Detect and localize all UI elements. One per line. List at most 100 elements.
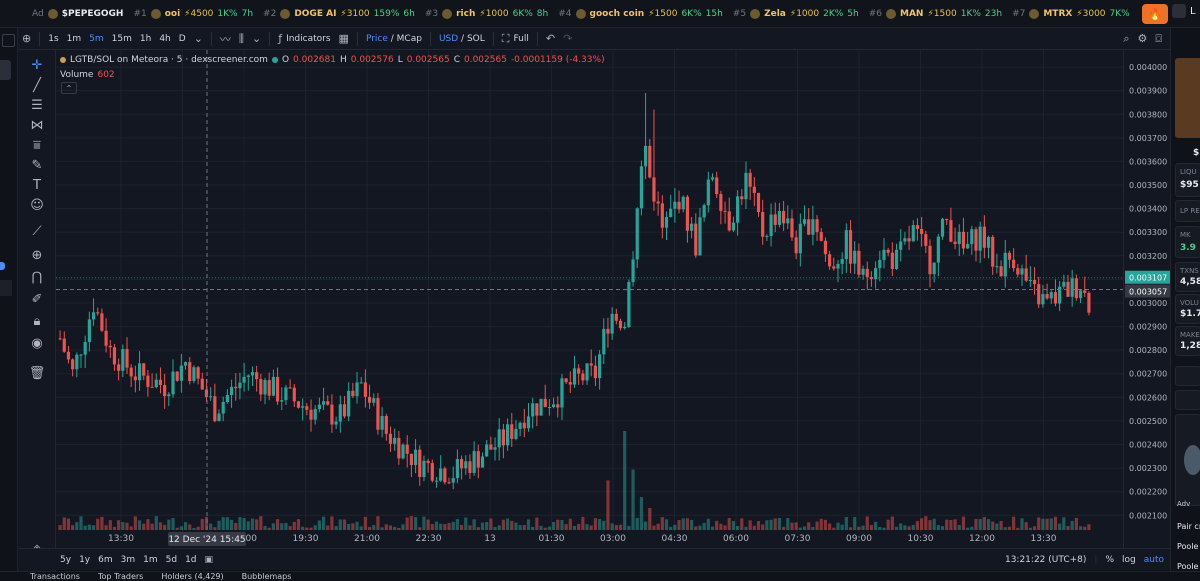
token-logo-icon (750, 9, 761, 19)
tab-top[interactable]: Top Traders (97, 572, 144, 581)
text-icon[interactable]: T (33, 177, 41, 193)
lock-icon[interactable]: 🔒︎ (33, 313, 41, 329)
collapse-legend-button[interactable]: ⌃ (61, 82, 77, 94)
percent-toggle[interactable]: % (1105, 554, 1114, 565)
volume-bar (334, 526, 338, 530)
range-3m[interactable]: 3m (120, 554, 136, 565)
volume-bar (761, 524, 765, 530)
range-1y[interactable]: 1y (79, 554, 91, 565)
ticker-item[interactable]: #2 DOGE AI ⚡3100 159% 6h (263, 9, 415, 19)
price-tick-label: 0.002400 (1129, 441, 1167, 450)
volume-bar (363, 516, 367, 530)
interval-D[interactable]: D (178, 33, 186, 44)
brush-icon[interactable]: ✎ (31, 157, 43, 173)
ticker-item[interactable]: #5 Zela ⚡1000 2K% 5h (733, 9, 859, 19)
interval-1m[interactable]: 1m (66, 33, 82, 44)
close-value: 0.002565 (463, 55, 507, 65)
search-icon[interactable]: ⌕ (1123, 31, 1130, 45)
tab-bubblemaps[interactable]: Bubblemaps (241, 572, 292, 581)
zoom-in-icon[interactable]: ⊕ (31, 247, 43, 263)
time-tick-label: 07:30 (785, 534, 811, 544)
candle-body (564, 378, 568, 383)
magnet-icon[interactable]: ⋂ (31, 269, 43, 285)
gear-icon[interactable]: ⚙ (1137, 32, 1148, 45)
ticker-item[interactable]: #3 rich ⚡1000 6K% 8h (425, 9, 548, 19)
alert-button[interactable] (1175, 390, 1200, 410)
candle-body (476, 451, 480, 468)
emoji-icon[interactable]: ☺ (30, 197, 44, 213)
trash-icon[interactable]: 🗑︎ (28, 365, 46, 381)
interval-15m[interactable]: 15m (111, 33, 132, 44)
redo-icon[interactable]: ↷ (563, 32, 573, 45)
line-chart-icon[interactable]: 〰 (219, 32, 231, 46)
crosshair-icon[interactable]: ✛ (31, 57, 43, 73)
currency-toggle[interactable]: USD / SOL (438, 33, 485, 44)
token-icon (1172, 4, 1186, 18)
pitchfork-icon[interactable]: ⋈ (30, 117, 44, 133)
square-icon[interactable] (2, 34, 15, 47)
ticker-item[interactable]: #4 gooch coin ⚡1500 6K% 15h (558, 9, 723, 19)
trend-line-icon[interactable]: ╱ (33, 77, 41, 93)
interval-1h[interactable]: 1h (139, 33, 152, 44)
tab-holders[interactable]: Holders (4,429) (161, 572, 224, 581)
add-symbol-icon[interactable]: ⊕ (22, 32, 32, 45)
range-5y[interactable]: 5y (60, 554, 72, 565)
candle-body (179, 365, 183, 381)
price-mcap-toggle[interactable]: Price / MCap (365, 33, 422, 44)
token-logo-icon (60, 57, 66, 63)
eye-icon[interactable]: ◉ (31, 335, 43, 351)
clock-time[interactable]: 13:21:22 (UTC+8) (1004, 554, 1087, 565)
fullscreen-button[interactable]: ⛶ Full (498, 28, 533, 50)
volume-bar (991, 521, 995, 530)
candles-icon[interactable]: ⫼ (238, 31, 244, 45)
ruler-icon[interactable]: ⟋ (32, 223, 42, 239)
price-axis[interactable]: 0.004000 0.003900 0.003800 0.003700 0.003600… (1123, 50, 1170, 548)
undo-icon[interactable]: ↶ (545, 32, 556, 45)
volume-bar (472, 519, 476, 530)
calendar-icon[interactable]: ▣ (204, 554, 214, 565)
indicators-button[interactable]: ƒ Indicators (274, 28, 334, 50)
camera-icon[interactable]: ⌼ (1155, 31, 1162, 45)
ticker-age: 23h (984, 9, 1003, 19)
volume-bar (790, 522, 794, 530)
interval-1s[interactable]: 1s (48, 33, 59, 44)
templates-icon[interactable]: ▦ (338, 32, 349, 45)
nav-active-indicator[interactable] (0, 60, 11, 80)
tab-transactions[interactable]: Transactions (30, 571, 80, 581)
volume-bar (899, 523, 903, 530)
range-6m[interactable]: 6m (98, 554, 113, 565)
price-option: Price (365, 33, 388, 44)
promo-card[interactable] (1175, 414, 1200, 506)
interval-4h[interactable]: 4h (159, 33, 171, 44)
candle-body (602, 328, 606, 355)
price-chart[interactable]: 13:3016:3018:0019:3021:0022:301301:3003:… (56, 50, 1123, 548)
horizontal-lines-icon[interactable]: ☰ (31, 97, 43, 113)
volume-bar (209, 523, 213, 530)
chart-area[interactable]: 13:3016:3018:0019:3021:0022:301301:3003:… (56, 50, 1123, 548)
ticker-item[interactable]: #1 ooi ⚡4500 1K% 7h (133, 9, 253, 19)
auto-toggle[interactable]: auto (1143, 554, 1164, 565)
chevron-down-icon[interactable]: ⌄ (193, 32, 203, 45)
range-5d[interactable]: 5d (165, 554, 178, 565)
lock-drawing-icon[interactable]: ✐ (31, 291, 43, 307)
range-1d[interactable]: 1d (185, 554, 197, 565)
chevron-down-icon[interactable]: ⌄ (251, 32, 262, 45)
volume-bar (1028, 527, 1032, 530)
range-1m[interactable]: 1m (143, 554, 158, 565)
candle-body (238, 382, 242, 389)
token-logo-icon (575, 9, 586, 19)
nav-item-icon[interactable] (0, 280, 12, 296)
fib-icon[interactable]: ⩸ (33, 137, 41, 153)
interval-5m[interactable]: 5m (89, 33, 104, 44)
time-tick-label: 09:00 (846, 534, 872, 544)
watchlist-button[interactable] (1175, 366, 1200, 386)
ticker-item[interactable]: #6 MAN ⚡1500 1K% 23h (869, 9, 1002, 19)
advertise-link[interactable]: Adv (1177, 500, 1191, 508)
price-tick-label: 0.003500 (1129, 181, 1167, 190)
brand-logo[interactable]: L (1172, 4, 1196, 18)
ticker-ad[interactable]: Ad $PEPEGOGH (32, 9, 123, 19)
fire-icon[interactable]: 🔥 (1142, 4, 1168, 24)
log-toggle[interactable]: log (1122, 554, 1136, 565)
volume-bar (192, 527, 196, 530)
